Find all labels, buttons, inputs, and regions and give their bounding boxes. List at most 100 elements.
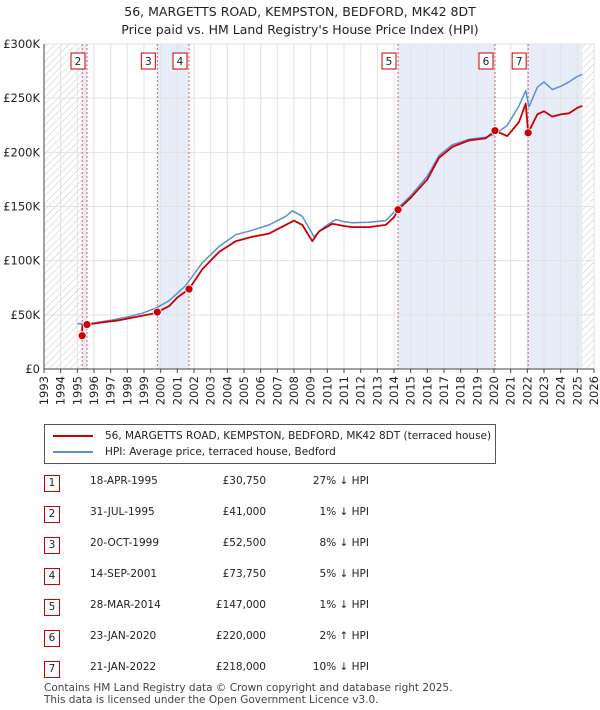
x-tick-label: 2026	[587, 376, 600, 405]
row-number-badge: 1	[44, 475, 60, 492]
row-number-badge: 7	[44, 661, 60, 678]
legend-swatch-hpi	[53, 451, 93, 453]
x-tick-label: 2016	[420, 376, 434, 405]
y-tick-label: £100K	[3, 254, 40, 268]
sale-box-label: 5	[386, 56, 393, 68]
row-hpi-diff: 2% ↑ HPI	[319, 630, 369, 642]
sale-box-frame	[172, 52, 188, 70]
row-price: £147,000	[215, 599, 266, 611]
sale-point	[523, 128, 533, 138]
row-hpi-diff: 1% ↓ HPI	[319, 599, 369, 611]
sale-box-7: 7	[511, 52, 527, 70]
table-row: 4 14-SEP-2001 £73,750 5% ↓ HPI	[44, 568, 544, 586]
row-hpi-diff: 1% ↓ HPI	[319, 506, 369, 518]
x-tick-label: 2002	[187, 376, 201, 405]
x-tick-label: 2025	[570, 376, 584, 405]
legend-swatch-property	[53, 435, 93, 437]
property-price-line	[81, 102, 583, 336]
sale-box-5: 5	[381, 52, 397, 70]
x-tick-label: 2011	[337, 376, 351, 405]
x-tick-label: 2024	[554, 376, 568, 405]
x-tick-label: 2007	[270, 376, 284, 405]
x-tick-label: 2006	[254, 376, 268, 405]
sale-point	[82, 320, 92, 329]
row-number-badge: 4	[44, 568, 60, 585]
x-tick-label: 2017	[437, 376, 451, 405]
x-tick-label: 2010	[320, 376, 334, 405]
x-tick-label: 2000	[154, 376, 168, 405]
row-hpi-diff: 10% ↓ HPI	[312, 661, 369, 673]
y-tick-label: £150K	[3, 200, 40, 214]
y-tick-label: £250K	[3, 91, 40, 105]
sale-box-frame	[140, 52, 156, 70]
row-number-badge: 3	[44, 537, 60, 554]
sale-box-6: 6	[478, 52, 494, 70]
row-hpi-diff: 27% ↓ HPI	[312, 475, 369, 487]
row-price: £30,750	[222, 475, 266, 487]
legend-label-hpi: HPI: Average price, terraced house, Bedf…	[105, 446, 336, 458]
sale-box-frame	[511, 52, 527, 70]
table-row: 7 21-JAN-2022 £218,000 10% ↓ HPI	[44, 661, 544, 679]
x-tick-label: 1999	[137, 376, 151, 405]
x-tick-label: 2009	[304, 376, 318, 405]
legend-label-property: 56, MARGETTS ROAD, KEMPSTON, BEDFORD, MK…	[105, 430, 492, 442]
x-tick-label: 2013	[370, 376, 384, 405]
sale-box-frame	[381, 52, 397, 70]
sale-box-3: 3	[140, 52, 156, 70]
x-tick-label: 1994	[54, 376, 68, 405]
y-tick-label: £300K	[3, 37, 40, 51]
row-date: 20-OCT-1999	[90, 537, 159, 549]
x-tick-label: 2020	[487, 376, 501, 405]
row-number-badge: 5	[44, 599, 60, 616]
row-hpi-diff: 5% ↓ HPI	[319, 568, 369, 580]
x-tick-label: 2012	[354, 376, 368, 405]
legend-item-hpi: HPI: Average price, terraced house, Bedf…	[53, 444, 336, 460]
sale-point	[490, 126, 500, 136]
sale-box-4: 4	[172, 52, 188, 70]
sale-point	[152, 307, 162, 317]
x-tick-label: 1995	[70, 376, 84, 405]
footer-copyright: Contains HM Land Registry data © Crown c…	[44, 682, 453, 694]
sale-point	[393, 205, 403, 215]
row-date: 21-JAN-2022	[90, 661, 157, 673]
x-tick-label: 1996	[87, 376, 101, 405]
x-tick-label: 2021	[504, 376, 518, 405]
table-row: 1 18-APR-1995 £30,750 27% ↓ HPI	[44, 475, 544, 493]
row-price: £52,500	[222, 537, 266, 549]
sale-point	[184, 284, 194, 294]
sale-box-label: 4	[177, 56, 184, 68]
chart-title: 56, MARGETTS ROAD, KEMPSTON, BEDFORD, MK…	[124, 4, 476, 19]
row-number-badge: 6	[44, 630, 60, 647]
x-tick-label: 2022	[520, 376, 534, 405]
sale-box-frame	[70, 52, 86, 70]
x-tick-label: 1997	[104, 376, 118, 405]
row-price: £220,000	[215, 630, 266, 642]
hpi-line	[77, 73, 583, 325]
x-tick-label: 2018	[454, 376, 468, 405]
table-row: 3 20-OCT-1999 £52,500 8% ↓ HPI	[44, 537, 544, 555]
x-tick-label: 2005	[237, 376, 251, 405]
row-price: £73,750	[222, 568, 266, 580]
row-number-badge: 2	[44, 506, 60, 523]
sale-point	[77, 331, 87, 341]
x-tick-label: 2014	[387, 376, 401, 405]
x-tick-label: 2003	[204, 376, 218, 405]
row-date: 31-JUL-1995	[90, 506, 155, 518]
sale-box-label: 3	[145, 56, 152, 68]
sale-box-label: 7	[516, 56, 523, 68]
x-tick-label: 2008	[287, 376, 301, 405]
x-tick-label: 1998	[120, 376, 134, 405]
y-tick-label: £0	[25, 362, 40, 376]
x-tick-label: 2019	[470, 376, 484, 405]
row-date: 28-MAR-2014	[90, 599, 161, 611]
table-row: 2 31-JUL-1995 £41,000 1% ↓ HPI	[44, 506, 544, 524]
row-date: 18-APR-1995	[90, 475, 158, 487]
row-date: 23-JAN-2020	[90, 630, 157, 642]
legend-item-property: 56, MARGETTS ROAD, KEMPSTON, BEDFORD, MK…	[53, 428, 491, 444]
x-tick-label: 1993	[37, 376, 51, 405]
sale-box-label: 6	[483, 56, 490, 68]
row-hpi-diff: 8% ↓ HPI	[319, 537, 369, 549]
footer-licence: This data is licensed under the Open Gov…	[44, 694, 379, 706]
x-tick-label: 2023	[537, 376, 551, 405]
